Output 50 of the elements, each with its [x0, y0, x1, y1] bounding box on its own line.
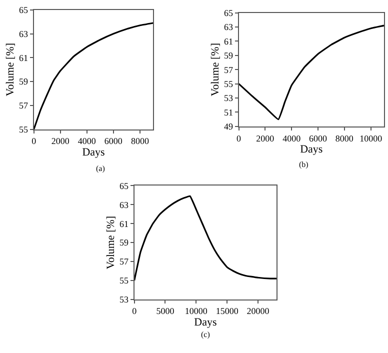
- text: (c): [201, 330, 210, 339]
- line-series: [238, 24, 384, 120]
- y-tick-label: 55: [120, 276, 130, 286]
- y-axis-title: Volume [%]: [210, 42, 222, 96]
- y-tick-label: 59: [120, 238, 130, 248]
- x-tick-label: 6000: [309, 133, 328, 144]
- x-axis-title: Days: [300, 143, 323, 156]
- x-tick-label: 2000: [256, 133, 275, 144]
- y-tick-label: 51: [224, 107, 233, 118]
- x-axis-title: Days: [194, 316, 217, 328]
- y-axis-title: Volume [%]: [105, 216, 118, 270]
- text: (a): [96, 164, 106, 173]
- x-tick-label: 0: [32, 136, 37, 146]
- x-tick-label: 8000: [335, 133, 354, 144]
- y-tick-label: 63: [224, 22, 234, 32]
- y-tick-label: 55: [224, 78, 234, 89]
- line-series: [34, 22, 154, 130]
- y-tick-label: 57: [120, 256, 130, 267]
- y-tick-label: 65: [120, 180, 130, 191]
- x-tick-label: 15000: [216, 306, 239, 316]
- x-tick-label: 0: [236, 133, 242, 144]
- y-tick-label: 53: [120, 294, 130, 305]
- y-tick-label: 65: [224, 8, 234, 18]
- x-tick-label: 6000: [104, 136, 123, 146]
- x-tick-label: 8000: [130, 136, 150, 146]
- x-tick-label: 10000: [360, 133, 383, 144]
- y-tick-label: 57: [224, 64, 234, 75]
- y-tick-label: 59: [224, 50, 234, 61]
- x-tick-label: 20000: [246, 306, 270, 316]
- x-tick-label: 4000: [282, 133, 302, 144]
- x-tick-label: 10000: [184, 306, 208, 316]
- text: (b): [299, 160, 309, 169]
- x-axis-title: Days: [82, 146, 105, 158]
- y-tick-label: 59: [19, 76, 29, 87]
- x-tick-label: 5000: [156, 306, 175, 316]
- y-tick-label: 61: [224, 36, 233, 46]
- x-tick-label: 4000: [78, 136, 96, 146]
- y-tick-label: 55: [19, 124, 29, 135]
- y-tick-label: 53: [224, 93, 234, 104]
- y-tick-label: 63: [19, 28, 29, 39]
- x-tick-label: 2000: [51, 136, 70, 146]
- y-tick-label: 61: [120, 218, 129, 229]
- y-tick-label: 61: [19, 52, 28, 63]
- y-tick-label: 63: [120, 200, 130, 210]
- y-axis-title: Volume [%]: [4, 42, 17, 96]
- y-tick-label: 49: [224, 122, 234, 132]
- line-series: [134, 195, 277, 282]
- y-tick-label: 65: [19, 5, 29, 16]
- x-tick-label: 0: [132, 306, 138, 316]
- y-tick-label: 57: [19, 100, 29, 111]
